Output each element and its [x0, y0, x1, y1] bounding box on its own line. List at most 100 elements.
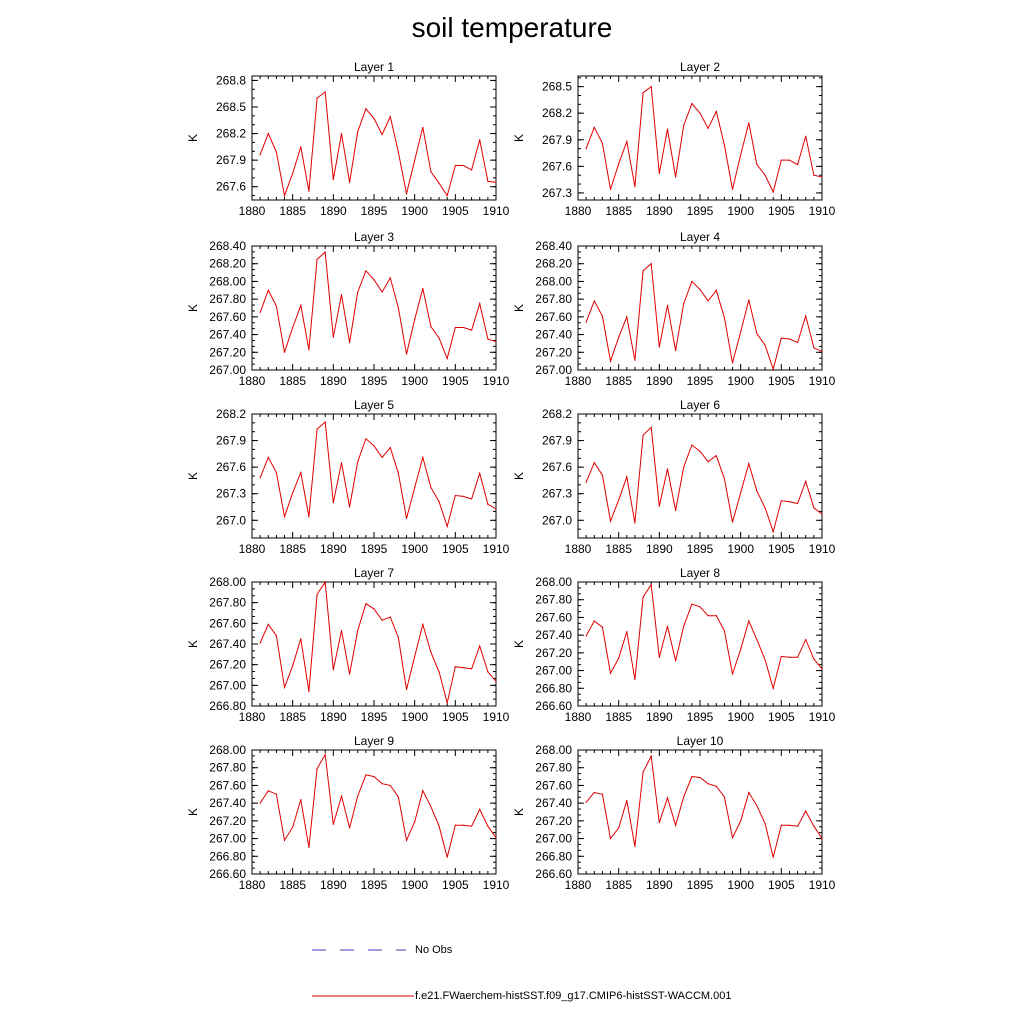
data-point — [593, 126, 595, 128]
data-point — [389, 447, 391, 449]
data-point — [821, 350, 823, 352]
data-point — [430, 651, 432, 653]
x-tick-label: 1885 — [279, 204, 306, 218]
data-point — [821, 176, 823, 178]
panel-2: Layer 2 K 1880 1885 1890 1895 1900 1905 1910 267.… — [512, 60, 836, 218]
data-point — [642, 92, 644, 94]
data-point — [658, 505, 660, 507]
y-tick-label: 266.60 — [535, 867, 572, 881]
panel-title: Layer 1 — [354, 60, 394, 74]
data-point — [259, 477, 261, 479]
data-point — [740, 331, 742, 333]
data-point — [691, 775, 693, 778]
series-line — [259, 251, 497, 361]
data-point — [357, 629, 359, 632]
data-point — [707, 461, 709, 463]
data-point — [365, 603, 367, 605]
data-point — [618, 336, 620, 338]
data-point — [357, 291, 359, 293]
data-point — [715, 289, 717, 291]
x-tick-label: 1880 — [239, 710, 266, 724]
data-point — [381, 291, 383, 293]
data-point — [422, 623, 424, 625]
data-point — [479, 139, 481, 141]
data-point — [324, 581, 326, 583]
data-point — [300, 471, 302, 474]
data-point — [446, 194, 448, 197]
x-tick-label: 1910 — [809, 374, 836, 388]
data-point — [438, 501, 440, 503]
y-tick-label: 267.60 — [535, 610, 572, 624]
data-point — [691, 603, 693, 605]
data-point — [471, 169, 473, 171]
x-tick-label: 1910 — [483, 542, 510, 556]
data-point — [389, 277, 391, 279]
data-point — [267, 456, 269, 458]
data-point — [324, 421, 326, 423]
data-point — [259, 802, 261, 804]
data-point — [405, 688, 408, 691]
y-tick-label: 267.80 — [209, 596, 246, 610]
data-point — [756, 638, 758, 641]
panel-6: Layer 6 K 1880 1885 1890 1895 1900 1905 1910 267.… — [512, 398, 836, 556]
data-point — [593, 791, 595, 794]
data-point — [748, 791, 750, 794]
y-tick-label: 267.60 — [209, 310, 246, 324]
data-point — [430, 171, 432, 173]
panel-9: Layer 9 K 1880 1885 1890 1895 1900 1905 1910 266.… — [186, 734, 510, 892]
data-point — [585, 148, 587, 150]
x-tick-label: 1900 — [727, 710, 754, 724]
y-tick-label: 268.2 — [216, 407, 246, 421]
panel-title: Layer 10 — [677, 734, 724, 748]
data-point — [267, 132, 269, 135]
x-tick-label: 1900 — [401, 204, 428, 218]
y-tick-label: 267.00 — [535, 832, 572, 846]
data-point — [308, 190, 310, 192]
series-line — [259, 90, 497, 198]
data-point — [340, 795, 343, 797]
panel-10: Layer 10 K 1880 1885 1890 1895 1900 1905 1910 266… — [512, 734, 836, 892]
data-point — [292, 172, 294, 175]
data-point — [267, 623, 269, 625]
x-tick-label: 1885 — [605, 710, 632, 724]
data-point — [267, 289, 269, 291]
data-point — [683, 625, 685, 627]
x-tick-label: 1905 — [442, 878, 469, 892]
y-tick-label: 267.80 — [209, 761, 246, 775]
data-point — [585, 801, 587, 803]
data-point — [813, 825, 815, 827]
y-tick-label: 267.6 — [542, 159, 572, 173]
data-point — [675, 349, 677, 352]
data-point — [349, 181, 351, 183]
data-point — [259, 154, 261, 156]
panel-title: Layer 9 — [354, 734, 394, 748]
data-point — [292, 326, 294, 329]
x-tick-label: 1880 — [239, 878, 266, 892]
panel-1: Layer 1 K 1880 1885 1890 1895 1900 1905 1910 267.… — [186, 60, 510, 218]
y-tick-label: 268.00 — [535, 575, 572, 589]
data-point — [438, 182, 440, 184]
data-point — [471, 825, 473, 827]
x-tick-label: 1905 — [768, 878, 795, 892]
data-point — [405, 353, 408, 355]
data-point — [683, 125, 685, 127]
x-tick-label: 1905 — [442, 204, 469, 218]
data-point — [454, 824, 456, 826]
data-point — [275, 635, 277, 637]
data-point — [397, 151, 399, 153]
data-point — [756, 163, 758, 166]
data-point — [683, 302, 685, 305]
x-tick-label: 1910 — [483, 878, 510, 892]
data-point — [675, 509, 677, 512]
y-tick-label: 267.3 — [216, 487, 246, 501]
data-point — [340, 629, 343, 632]
data-point — [332, 179, 334, 181]
y-tick-label: 266.80 — [535, 849, 572, 863]
data-point — [780, 159, 782, 161]
data-point — [373, 445, 375, 447]
data-point — [723, 478, 726, 480]
legend-model-label: f.e21.FWaerchem-histSST.f09_g17.CMIP6-hi… — [415, 990, 732, 1002]
data-point — [650, 86, 652, 88]
data-point — [430, 806, 432, 808]
data-point — [707, 783, 709, 785]
